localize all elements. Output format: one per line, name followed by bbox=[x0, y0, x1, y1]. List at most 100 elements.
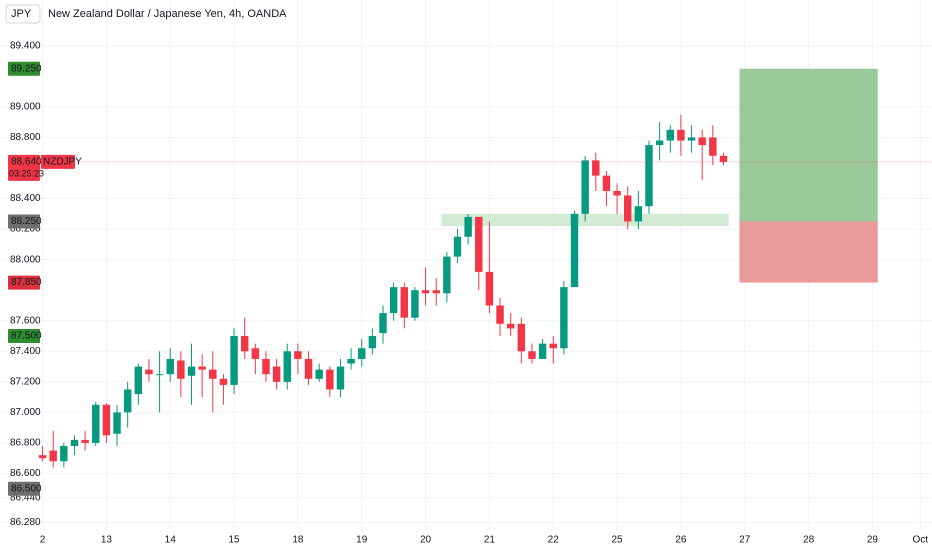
symbol-badge-text: NZDJPY bbox=[43, 157, 82, 168]
candle-body bbox=[709, 137, 717, 156]
candle-body bbox=[549, 343, 557, 349]
candle-body bbox=[81, 439, 89, 443]
candle-body bbox=[432, 290, 440, 294]
price-badge bbox=[8, 214, 40, 229]
candle-body bbox=[326, 369, 334, 390]
candle-body bbox=[49, 450, 57, 462]
y-tick-label: 86.800 bbox=[10, 438, 41, 449]
candle-body bbox=[304, 358, 313, 379]
candle-body bbox=[389, 287, 398, 314]
candle-body bbox=[485, 271, 494, 306]
price-badge bbox=[8, 481, 40, 496]
y-tick-label: 89.400 bbox=[10, 40, 41, 51]
y-tick-label: 88.800 bbox=[10, 132, 41, 143]
candle-body bbox=[528, 351, 536, 359]
candle-body bbox=[38, 455, 47, 459]
candle-body bbox=[613, 190, 621, 196]
candle-body bbox=[400, 287, 409, 318]
candle-body bbox=[145, 369, 153, 375]
x-tick-label: 14 bbox=[165, 535, 177, 546]
y-tick-label: 87.200 bbox=[10, 376, 41, 387]
candle-body bbox=[336, 366, 345, 390]
y-tick-label: 88.000 bbox=[10, 254, 41, 265]
candle-body bbox=[198, 366, 206, 370]
candle-body bbox=[60, 445, 68, 462]
symbol-box-text: JPY bbox=[11, 8, 32, 20]
y-tick-label: 87.000 bbox=[10, 407, 41, 418]
candle-body bbox=[475, 216, 483, 272]
candle-body bbox=[155, 374, 164, 376]
candle-body bbox=[506, 323, 515, 329]
candle-body bbox=[698, 137, 706, 146]
candle-body bbox=[655, 140, 664, 146]
candle-body bbox=[113, 412, 121, 434]
y-tick-label: 86.280 bbox=[10, 517, 41, 528]
candle-body bbox=[677, 129, 685, 141]
candle-body bbox=[453, 236, 462, 257]
candle-body bbox=[315, 369, 323, 379]
candle-body bbox=[209, 369, 217, 379]
x-tick-label: 25 bbox=[612, 535, 624, 546]
symbol-box[interactable] bbox=[5, 4, 41, 24]
chart-title: New Zealand Dollar / Japanese Yen, 4h, O… bbox=[48, 8, 287, 20]
candle-body bbox=[443, 256, 451, 294]
candle-body bbox=[219, 378, 228, 385]
x-tick-label: 2 bbox=[40, 535, 46, 546]
current-price-badge bbox=[8, 154, 40, 181]
candle-body bbox=[177, 360, 185, 379]
candle-body bbox=[240, 336, 249, 352]
x-tick-label: 19 bbox=[356, 535, 368, 546]
candle-body bbox=[230, 336, 238, 385]
candle-body bbox=[347, 358, 355, 364]
price-badge-text: 86.500 bbox=[11, 483, 42, 494]
candle-body bbox=[592, 160, 600, 176]
x-tick-label: Oct bbox=[913, 535, 929, 546]
price-badge-text: 88.250 bbox=[11, 216, 42, 227]
candle-body bbox=[464, 216, 472, 237]
candle-body bbox=[602, 175, 611, 191]
y-tick-label: 89.000 bbox=[10, 102, 41, 113]
candle-body bbox=[645, 145, 653, 207]
candle-body bbox=[272, 366, 281, 382]
candle-body bbox=[368, 336, 377, 349]
candle-body bbox=[538, 343, 547, 359]
x-tick-label: 22 bbox=[548, 535, 560, 546]
y-tick-label: 87.600 bbox=[10, 315, 41, 326]
candle-body bbox=[570, 213, 579, 288]
x-tick-label: 27 bbox=[739, 535, 751, 546]
candle-body bbox=[70, 439, 79, 446]
candle-body bbox=[92, 404, 100, 443]
x-tick-label: 18 bbox=[292, 535, 304, 546]
x-tick-label: 26 bbox=[675, 535, 687, 546]
candle-body bbox=[251, 348, 260, 359]
countdown-text: 03:25:23 bbox=[9, 168, 44, 178]
candle-body bbox=[421, 290, 430, 294]
candle-body bbox=[123, 389, 132, 413]
candle-body bbox=[187, 366, 196, 376]
symbol-badge bbox=[41, 154, 75, 169]
candle-body bbox=[166, 358, 174, 375]
candle-body bbox=[283, 351, 291, 382]
candle-body bbox=[560, 287, 568, 349]
candle-body bbox=[358, 348, 366, 359]
price-badge bbox=[8, 61, 40, 76]
candle-body bbox=[634, 206, 643, 222]
y-tick-label: 86.600 bbox=[10, 468, 41, 479]
price-badge-text: 87.850 bbox=[11, 277, 42, 288]
candle-body bbox=[379, 313, 387, 333]
candle-body bbox=[134, 366, 143, 395]
price-badge-text: 87.500 bbox=[11, 331, 42, 342]
x-tick-label: 28 bbox=[803, 535, 815, 546]
candle-body bbox=[496, 305, 504, 324]
x-tick-label: 20 bbox=[420, 535, 432, 546]
price-badge bbox=[8, 275, 40, 290]
price-badge-text: 89.250 bbox=[11, 63, 42, 74]
candle-body bbox=[411, 290, 419, 318]
target-area bbox=[739, 68, 878, 222]
candle-body bbox=[666, 129, 674, 141]
x-tick-label: 15 bbox=[229, 535, 241, 546]
x-tick-label: 29 bbox=[867, 535, 879, 546]
candle-body bbox=[294, 351, 302, 359]
